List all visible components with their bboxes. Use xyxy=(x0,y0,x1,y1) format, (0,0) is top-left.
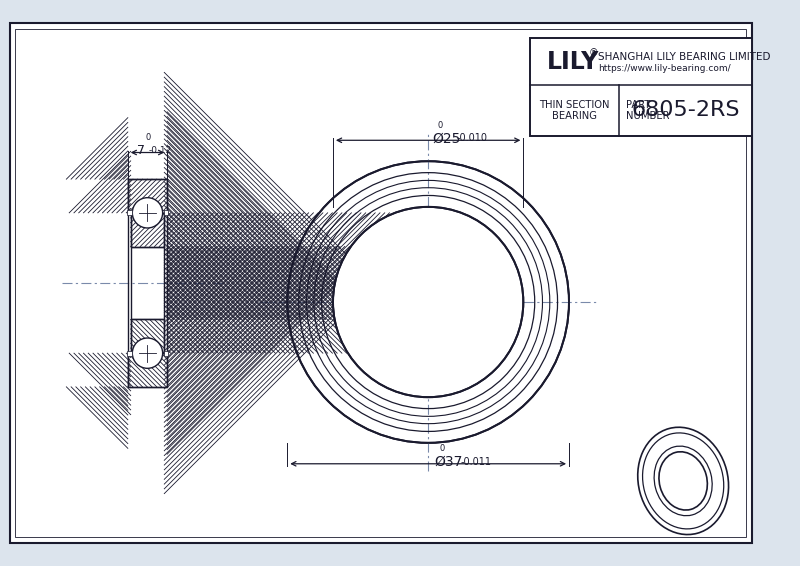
Text: ®: ® xyxy=(589,48,598,58)
Bar xyxy=(128,353,167,387)
Bar xyxy=(128,353,167,387)
Bar xyxy=(130,213,164,247)
Text: NUMBER: NUMBER xyxy=(626,111,670,121)
Text: SHANGHAI LILY BEARING LIMITED: SHANGHAI LILY BEARING LIMITED xyxy=(598,52,771,62)
Text: BEARING: BEARING xyxy=(552,111,597,121)
Text: 0: 0 xyxy=(438,121,443,130)
Ellipse shape xyxy=(659,452,707,510)
Text: Ø25: Ø25 xyxy=(432,131,460,145)
Bar xyxy=(130,319,164,353)
Text: 0: 0 xyxy=(439,444,445,453)
Circle shape xyxy=(287,161,569,443)
Bar xyxy=(164,350,168,356)
Bar xyxy=(128,179,167,213)
Text: -0.011: -0.011 xyxy=(461,457,491,467)
Text: https://www.lily-bearing.com/: https://www.lily-bearing.com/ xyxy=(598,64,731,73)
Text: 0: 0 xyxy=(146,133,151,142)
Bar xyxy=(127,210,132,216)
Text: THIN SECTION: THIN SECTION xyxy=(539,100,610,110)
Text: 7: 7 xyxy=(137,144,145,157)
Bar xyxy=(127,350,132,356)
Circle shape xyxy=(132,198,162,228)
Circle shape xyxy=(132,338,162,368)
Text: LILY: LILY xyxy=(547,50,599,74)
Bar xyxy=(130,213,164,247)
Text: PART: PART xyxy=(626,100,650,110)
Text: -0.010: -0.010 xyxy=(457,134,488,143)
Bar xyxy=(130,319,164,353)
Bar xyxy=(164,210,168,216)
Text: -0.12: -0.12 xyxy=(149,146,172,155)
Bar xyxy=(128,179,167,213)
Text: 6805-2RS: 6805-2RS xyxy=(632,100,740,121)
Text: Ø37: Ø37 xyxy=(434,455,462,469)
Bar xyxy=(530,38,752,135)
Circle shape xyxy=(333,207,523,397)
